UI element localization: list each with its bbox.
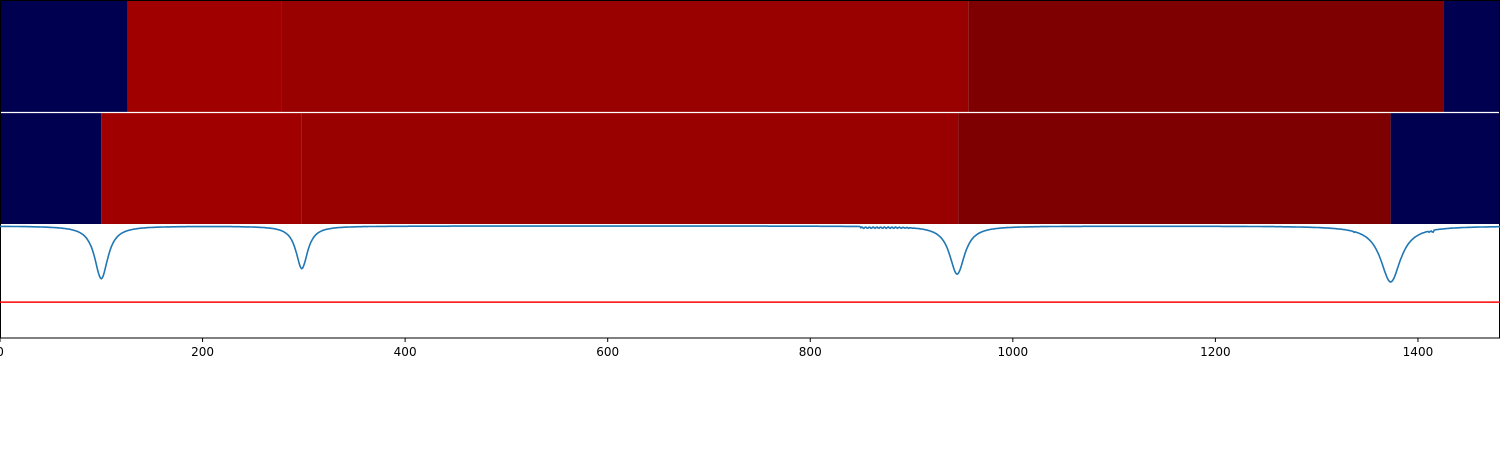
x-axis: 0 200 400 600 800 1000 1200 1400 [0,338,1433,359]
signal-line [0,225,1500,283]
x-tick-label-800: 800 [799,345,822,359]
x-tick-label-1400: 1400 [1403,345,1434,359]
segment-row-2-segment-2 [101,113,302,224]
segment-row-2-segment-4 [958,113,1391,224]
segment-row-1-segment-2 [127,1,282,112]
segment-row-2-segment-3 [301,113,959,224]
segment-row-1-segment-1 [0,1,128,112]
x-tick-label-0: 0 [0,345,4,359]
signal-plot [0,0,1500,339]
x-tick-label-1200: 1200 [1200,345,1231,359]
x-tick-label-1000: 1000 [998,345,1029,359]
segment-row-1-segment-5 [1443,1,1500,112]
segment-rows [0,1,1500,224]
x-tick-label-600: 600 [596,345,619,359]
x-tick-label-200: 200 [191,345,214,359]
segment-row-1-segment-4 [968,1,1444,112]
x-tick-label-400: 400 [394,345,417,359]
segment-row-2-segment-1 [0,113,102,224]
segment-row-1-segment-3 [281,1,969,112]
segment-row-2-segment-5 [1390,113,1500,224]
